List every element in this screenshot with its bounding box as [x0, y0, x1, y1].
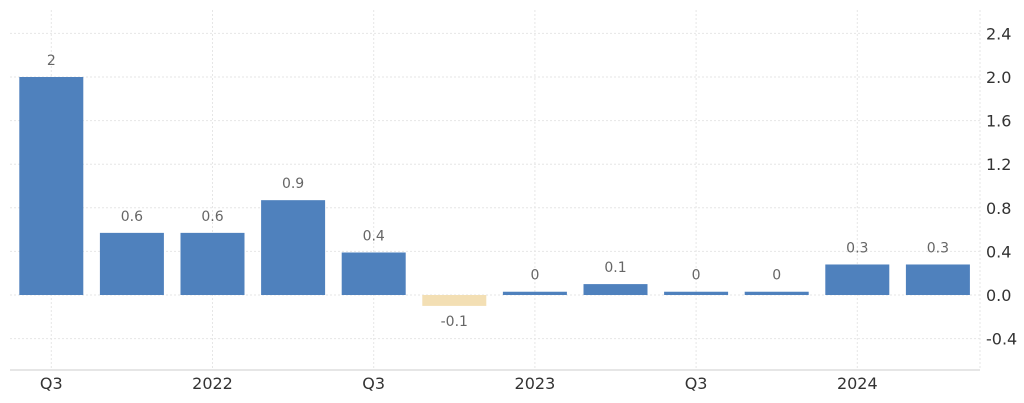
bar	[583, 284, 648, 295]
x-tick-label: 2023	[515, 374, 556, 393]
y-tick-label: 1.2	[986, 155, 1011, 174]
bar-layer	[19, 77, 970, 306]
y-tick-label: -0.4	[986, 330, 1017, 349]
y-tick-label: 2.0	[986, 68, 1011, 87]
x-axis: Q3 2022 Q3 2023 Q3 2024	[40, 374, 878, 393]
bar	[99, 232, 164, 295]
y-axis: -0.4 0.0 0.4 0.8 1.2 1.6 2.0 2.4	[986, 24, 1017, 348]
data-label: 0	[530, 268, 539, 284]
bar	[744, 291, 809, 295]
bar	[905, 264, 970, 295]
bar	[341, 252, 406, 295]
bar	[502, 291, 567, 295]
data-label: 0	[772, 268, 781, 284]
data-label-layer: 2 0.6 0.6 0.9 0.4 -0.1 0 0.1 0 0 0.3 0.3	[47, 53, 949, 330]
y-tick-label: 0.0	[986, 286, 1011, 305]
bar	[422, 295, 487, 306]
y-tick-label: 2.4	[986, 24, 1011, 43]
y-tick-label: 1.6	[986, 112, 1011, 131]
data-label: 0.4	[363, 228, 385, 244]
bar	[825, 264, 890, 295]
data-label: 0.3	[927, 240, 949, 256]
data-label: 0	[692, 268, 701, 284]
x-tick-label: Q3	[362, 374, 385, 393]
x-tick-label: Q3	[685, 374, 708, 393]
bar	[19, 77, 84, 295]
grid-layer	[10, 10, 981, 371]
data-label: 0.6	[201, 209, 223, 225]
data-label: 2	[47, 53, 56, 69]
data-label: 0.3	[846, 240, 868, 256]
y-tick-label: 0.4	[986, 242, 1011, 261]
data-label: 0.1	[604, 260, 626, 276]
data-label: 0.9	[282, 176, 304, 192]
y-tick-label: 0.8	[986, 199, 1011, 218]
bar	[261, 200, 326, 295]
data-label: 0.6	[121, 209, 143, 225]
x-tick-label: 2022	[192, 374, 233, 393]
data-label: -0.1	[441, 314, 468, 330]
bar	[180, 232, 245, 295]
x-tick-label: 2024	[837, 374, 878, 393]
bar	[664, 291, 729, 295]
x-tick-label: Q3	[40, 374, 63, 393]
